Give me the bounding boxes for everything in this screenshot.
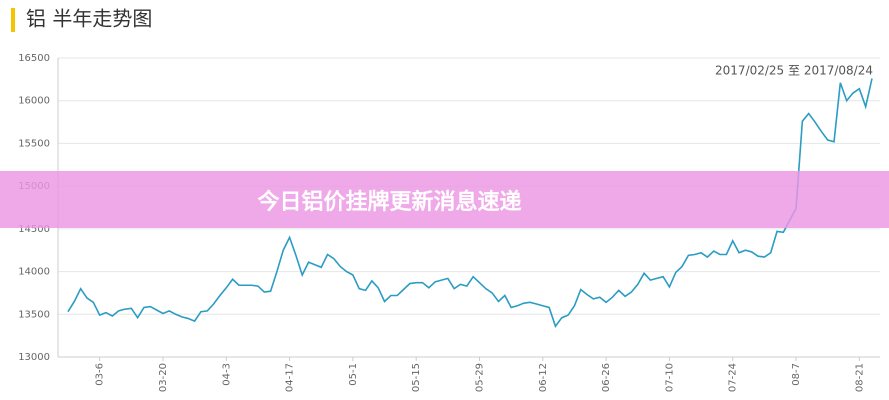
y-tick-label: 13000: [18, 352, 50, 363]
x-tick-label: 08-21: [854, 363, 865, 392]
banner: 今日铝价挂牌更新消息速递: [0, 171, 889, 228]
banner-text: 今日铝价挂牌更新消息速递: [257, 189, 522, 215]
date-range: 2017/02/25 至 2017/08/24: [715, 64, 873, 78]
price-line: [67, 78, 873, 328]
x-tick-label: 03-20: [158, 363, 169, 392]
x-tick-label: 05-1: [348, 363, 359, 386]
x-tick-label: 04-3: [221, 363, 232, 386]
x-tick-label: 03-6: [95, 363, 106, 386]
title-accent: [11, 8, 15, 32]
x-tick-label: 05-15: [411, 363, 422, 392]
y-tick-label: 16500: [18, 53, 50, 64]
y-tick-label: 16000: [18, 96, 50, 107]
x-tick-label: 07-24: [728, 363, 739, 392]
y-tick-label: 13500: [18, 309, 50, 320]
x-tick-label: 06-12: [538, 363, 549, 392]
x-tick-label: 06-26: [601, 363, 612, 392]
x-tick-label: 05-29: [474, 363, 485, 392]
y-tick-label: 15500: [18, 138, 50, 149]
y-tick-label: 14500: [18, 224, 50, 235]
chart-title: 铝 半年走势图: [26, 7, 152, 31]
x-tick-label: 08-7: [791, 363, 802, 386]
y-tick-label: 14000: [18, 267, 50, 278]
x-tick-label: 07-10: [664, 363, 675, 392]
x-tick-label: 04-17: [285, 363, 296, 392]
